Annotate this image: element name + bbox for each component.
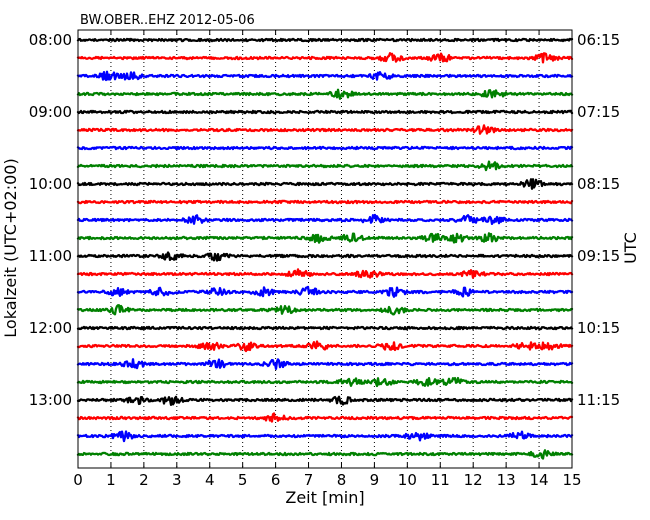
right-tick-label-09:15: 09:15 (577, 247, 620, 265)
trace-11:45 (76, 304, 574, 316)
left-tick-label-09:00: 09:00 (29, 103, 72, 121)
trace-11:00 (76, 251, 574, 262)
trace-10:30 (76, 213, 574, 226)
right-tick-label-06:15: 06:15 (577, 31, 620, 49)
left-tick-label-08:00: 08:00 (29, 31, 72, 49)
trace-08:45 (76, 88, 574, 100)
trace-08:30 (76, 70, 574, 82)
left-axis-title: Lokalzeit (UTC+02:00) (1, 158, 20, 337)
left-tick-label-13:00: 13:00 (29, 391, 72, 409)
trace-10:00 (76, 178, 574, 190)
trace-11:30 (76, 285, 574, 298)
left-tick-label-11:00: 11:00 (29, 247, 72, 265)
x-tick-label-2: 2 (139, 471, 149, 489)
trace-13:45 (76, 449, 574, 460)
x-tick-label-8: 8 (337, 471, 347, 489)
x-tick-label-1: 1 (106, 471, 116, 489)
trace-08:00 (76, 37, 574, 43)
x-tick-label-7: 7 (304, 471, 314, 489)
trace-09:30 (76, 145, 574, 151)
trace-12:30 (76, 358, 574, 370)
trace-13:15 (76, 412, 574, 423)
trace-11:15 (76, 268, 574, 279)
left-tick-label-10:00: 10:00 (29, 175, 72, 193)
x-tick-label-15: 15 (562, 471, 581, 489)
trace-08:15 (76, 52, 574, 64)
left-tick-label-12:00: 12:00 (29, 319, 72, 337)
x-tick-label-6: 6 (271, 471, 281, 489)
right-axis-title: UTC (621, 232, 640, 264)
plot-frame (77, 29, 573, 469)
trace-12:45 (76, 376, 574, 388)
right-tick-label-07:15: 07:15 (577, 103, 620, 121)
chart-title: BW.OBER..EHZ 2012-05-06 (80, 13, 255, 28)
trace-12:00 (76, 325, 574, 331)
trace-10:15 (76, 199, 574, 205)
x-tick-label-13: 13 (497, 471, 516, 489)
x-tick-label-5: 5 (238, 471, 248, 489)
x-tick-label-10: 10 (398, 471, 417, 489)
x-tick-label-0: 0 (73, 471, 83, 489)
x-tick-label-3: 3 (172, 471, 182, 489)
right-tick-label-08:15: 08:15 (577, 175, 620, 193)
x-tick-label-4: 4 (205, 471, 215, 489)
x-tick-label-9: 9 (370, 471, 380, 489)
trace-10:45 (76, 232, 574, 244)
trace-12:15 (76, 340, 574, 353)
trace-09:15 (76, 124, 574, 135)
trace-layer (76, 37, 574, 460)
x-tick-label-12: 12 (464, 471, 483, 489)
trace-09:00 (76, 109, 574, 115)
trace-13:00 (76, 395, 574, 406)
x-tick-label-14: 14 (530, 471, 549, 489)
x-tick-label-11: 11 (431, 471, 450, 489)
right-tick-label-10:15: 10:15 (577, 319, 620, 337)
x-axis-title: Zeit [min] (285, 488, 364, 507)
trace-09:45 (76, 160, 574, 172)
trace-13:30 (76, 430, 574, 443)
right-tick-label-11:15: 11:15 (577, 391, 620, 409)
